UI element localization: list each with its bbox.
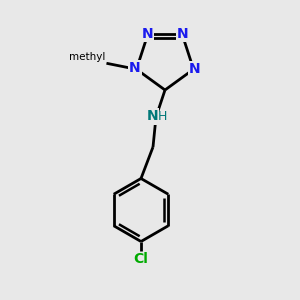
Text: N: N	[129, 61, 141, 75]
Text: N: N	[189, 62, 201, 76]
Text: H: H	[158, 110, 167, 123]
Text: N: N	[177, 27, 188, 41]
Text: Cl: Cl	[134, 252, 148, 266]
Text: methyl: methyl	[69, 52, 106, 62]
Text: N: N	[142, 27, 153, 41]
Text: N: N	[147, 110, 158, 123]
